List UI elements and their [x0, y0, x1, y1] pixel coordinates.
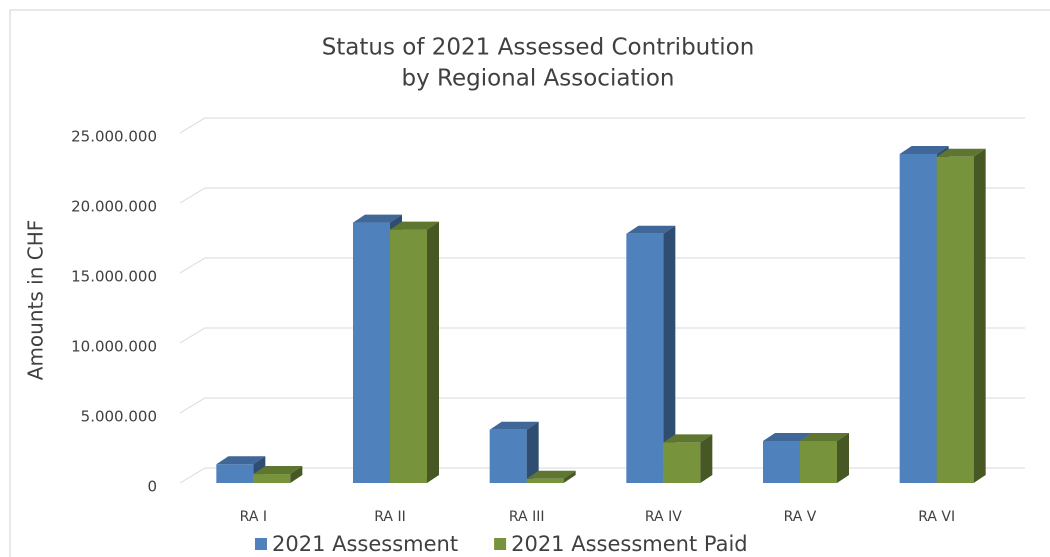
- bar: [626, 233, 664, 483]
- y-tick-label: 10.000.000: [71, 338, 157, 356]
- y-tick-label: 25.000.000: [71, 128, 157, 146]
- bar-top: [216, 456, 266, 465]
- bar: [800, 441, 837, 483]
- bar: [526, 478, 564, 483]
- bar-top: [800, 433, 849, 441]
- bar: [353, 222, 390, 483]
- y-tick-label: 20.000.000: [71, 198, 157, 216]
- legend-swatch: [494, 538, 507, 550]
- bar-top: [663, 434, 713, 443]
- legend-label: 2021 Assessment: [272, 532, 458, 556]
- bar-side: [563, 470, 576, 483]
- grid-line: [179, 257, 1025, 274]
- bar-side: [526, 421, 539, 483]
- x-tick-label: RA II: [374, 509, 405, 525]
- x-tick-label: RA III: [509, 509, 545, 525]
- chart-frame: [9, 9, 1050, 557]
- bar-side: [663, 225, 676, 484]
- bar-top: [936, 148, 986, 157]
- bar: [216, 464, 254, 483]
- chart-title: by Regional Association: [401, 66, 674, 92]
- x-tick-label: RA V: [784, 509, 817, 525]
- y-tick-label: 0: [147, 478, 157, 496]
- bar-side: [290, 466, 303, 483]
- y-tick-label: 5.000.000: [81, 408, 157, 426]
- y-tick-label: 15.000.000: [71, 268, 157, 286]
- bar-top: [526, 470, 576, 479]
- bar: [390, 229, 427, 483]
- y-axis-label: Amounts in CHF: [24, 220, 48, 380]
- x-tick-label: RA VI: [918, 509, 955, 525]
- grid-line: [179, 327, 1025, 344]
- x-tick-label: RA IV: [645, 509, 682, 525]
- bar: [663, 442, 701, 483]
- legend-label: 2021 Assessment Paid: [511, 532, 748, 556]
- bar: [899, 154, 937, 483]
- bar-top: [899, 146, 949, 154]
- bar-top: [253, 466, 303, 475]
- grid-line: [179, 117, 1025, 134]
- bar-side: [973, 148, 986, 484]
- bar: [489, 429, 527, 483]
- bar-top: [353, 214, 402, 223]
- bar-side: [837, 433, 849, 483]
- legend-swatch: [255, 538, 267, 550]
- bar-top: [390, 221, 439, 230]
- bar-top: [489, 421, 539, 430]
- grid-line: [179, 397, 1025, 414]
- x-tick-label: RA I: [240, 509, 267, 525]
- bar-side: [427, 221, 439, 483]
- bar: [253, 474, 291, 483]
- grid-line: [179, 467, 1025, 484]
- grid-line: [179, 187, 1025, 204]
- bar: [936, 156, 974, 484]
- bar-top: [626, 225, 676, 234]
- bar-top: [763, 433, 812, 441]
- chart-title: Status of 2021 Assessed Contribution: [322, 35, 755, 61]
- bar-side: [700, 434, 713, 483]
- bar: [763, 441, 800, 483]
